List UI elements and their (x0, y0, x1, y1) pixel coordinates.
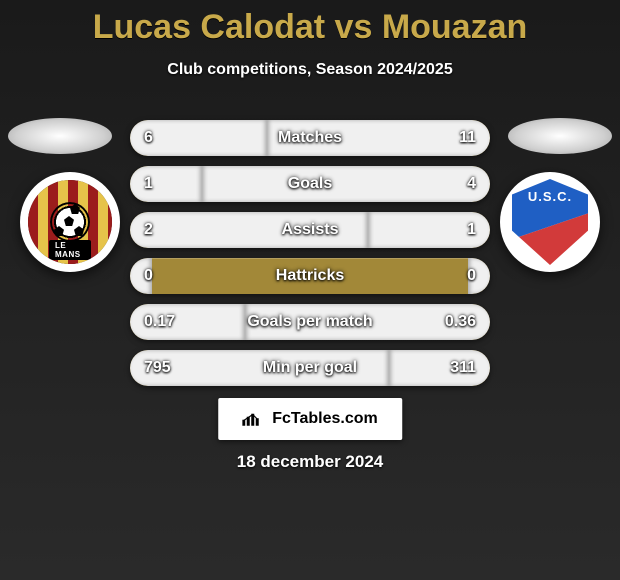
bar-chart-icon (242, 412, 266, 426)
team-logo-left: LE MANS (20, 172, 120, 272)
bar-fill-right (202, 166, 490, 202)
shield-icon: U.S.C. (512, 179, 588, 265)
value-left: 1 (144, 175, 153, 193)
bar-fill-left (130, 166, 202, 202)
team-logo-right: U.S.C. (500, 172, 600, 272)
row-label: Goals (288, 175, 332, 193)
player-photo-right (508, 118, 612, 154)
team-logo-right-text: U.S.C. (528, 189, 572, 204)
value-left: 0 (144, 267, 153, 285)
team-logo-left-tag: LE MANS (49, 240, 91, 260)
comparison-row: 0 0 Hattricks (130, 258, 490, 294)
value-left: 0.17 (144, 313, 175, 331)
row-label: Matches (278, 129, 342, 147)
subtitle: Club competitions, Season 2024/2025 (0, 61, 620, 79)
value-left: 2 (144, 221, 153, 239)
football-icon (50, 202, 90, 242)
value-left: 6 (144, 129, 153, 147)
value-right: 4 (467, 175, 476, 193)
value-right: 311 (450, 359, 476, 377)
comparison-row: 1 4 Goals (130, 166, 490, 202)
value-left: 795 (144, 359, 171, 377)
comparison-row: 6 11 Matches (130, 120, 490, 156)
date: 18 december 2024 (237, 452, 384, 472)
comparison-row: 795 311 Min per goal (130, 350, 490, 386)
row-label: Min per goal (263, 359, 357, 377)
comparison-row: 2 1 Assists (130, 212, 490, 248)
row-label: Goals per match (247, 313, 372, 331)
brand-text: FcTables.com (272, 410, 378, 428)
value-right: 0 (467, 267, 476, 285)
value-right: 0.36 (445, 313, 476, 331)
player-photo-left (8, 118, 112, 154)
comparison-row: 0.17 0.36 Goals per match (130, 304, 490, 340)
page-title: Lucas Calodat vs Mouazan (0, 0, 620, 47)
value-right: 11 (459, 129, 476, 147)
row-label: Assists (282, 221, 339, 239)
value-right: 1 (467, 221, 476, 239)
brand-badge[interactable]: FcTables.com (218, 398, 402, 440)
row-label: Hattricks (276, 267, 344, 285)
comparison-table: 6 11 Matches 1 4 Goals 2 1 Assists 0 0 Hattricks 0.1… (130, 120, 490, 396)
